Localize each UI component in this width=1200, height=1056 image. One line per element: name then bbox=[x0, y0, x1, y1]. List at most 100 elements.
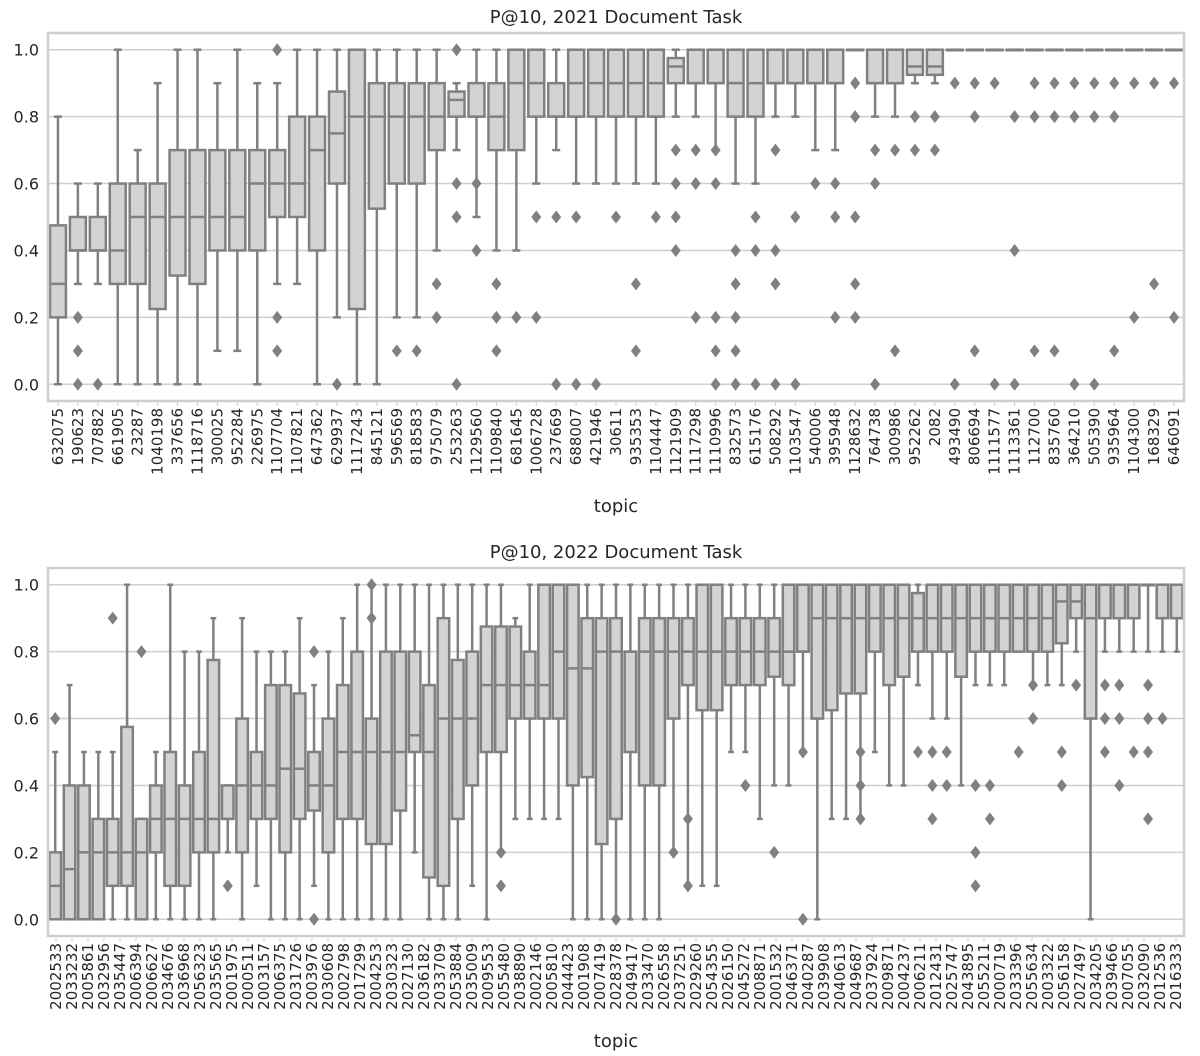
outlier-point bbox=[929, 143, 940, 157]
box-1107704 bbox=[267, 43, 287, 358]
outlier-point bbox=[1114, 778, 1125, 792]
outlier-point bbox=[471, 243, 482, 257]
box-iqr bbox=[467, 81, 486, 118]
box-1006728 bbox=[527, 48, 546, 324]
outlier-point bbox=[770, 243, 781, 257]
box-935353 bbox=[626, 48, 646, 358]
y-tick-label: 0.0 bbox=[14, 375, 39, 394]
outlier-point bbox=[1143, 745, 1154, 759]
outlier-point bbox=[929, 110, 940, 124]
x-tick-label: 2027130 bbox=[399, 943, 417, 1010]
box-226975 bbox=[248, 81, 267, 386]
box-2035565 bbox=[191, 650, 206, 921]
outlier-point bbox=[531, 310, 542, 324]
outlier-point bbox=[495, 845, 506, 859]
box-iqr bbox=[1083, 583, 1098, 720]
x-tick-label: 2035565 bbox=[207, 943, 225, 1010]
outlier-point bbox=[730, 310, 741, 324]
outlier-point bbox=[870, 143, 881, 157]
box-237669 bbox=[546, 48, 566, 391]
box-2055480 bbox=[450, 583, 465, 921]
box-2004237 bbox=[810, 583, 825, 921]
outlier-point bbox=[1129, 310, 1140, 324]
y-tick-label: 0.0 bbox=[14, 910, 39, 929]
x-tick-label: 806694 bbox=[966, 408, 984, 465]
x-tick-label: 112700 bbox=[1026, 408, 1044, 465]
x-tick-label: 2032090 bbox=[1135, 943, 1153, 1010]
outlier-point bbox=[1049, 110, 1060, 124]
x-tick-label: 23287 bbox=[129, 408, 147, 456]
box-iqr bbox=[594, 616, 609, 846]
x-tick-label: 2054355 bbox=[703, 943, 721, 1010]
outlier-point bbox=[682, 879, 693, 893]
outlier-point bbox=[551, 377, 562, 391]
box-2044423 bbox=[508, 616, 523, 821]
outlier-point bbox=[912, 745, 923, 759]
box-2008871 bbox=[680, 583, 695, 893]
box-iqr bbox=[128, 182, 147, 286]
box-1121909 bbox=[666, 48, 686, 257]
outlier-point bbox=[491, 310, 502, 324]
x-tick-label: 952284 bbox=[228, 408, 246, 465]
box-2000719 bbox=[896, 583, 911, 787]
box-2037924 bbox=[781, 583, 796, 787]
box-2049417 bbox=[565, 583, 580, 921]
outlier-point bbox=[670, 177, 681, 191]
outlier-point bbox=[770, 277, 781, 291]
outlier-point bbox=[710, 310, 721, 324]
box-2033232 bbox=[62, 683, 77, 921]
box-2037251 bbox=[608, 583, 624, 926]
x-tick-label: 364210 bbox=[1065, 408, 1083, 465]
box-2001532 bbox=[695, 583, 710, 888]
outlier-point bbox=[927, 812, 938, 826]
outlier-point bbox=[1056, 745, 1067, 759]
box-2001908 bbox=[522, 583, 537, 821]
box-952284 bbox=[228, 48, 247, 353]
x-tick-label: 2007419 bbox=[591, 943, 609, 1010]
x-tick-label: 2044423 bbox=[559, 943, 577, 1010]
box-2030323 bbox=[350, 583, 365, 921]
box-168329 bbox=[1144, 48, 1164, 291]
box-2016333 bbox=[1054, 583, 1069, 792]
box-iqr bbox=[407, 81, 426, 185]
outlier-point bbox=[411, 344, 422, 358]
box-iqr bbox=[287, 115, 307, 219]
box-iqr bbox=[565, 583, 580, 787]
box-iqr bbox=[347, 48, 367, 311]
outlier-point bbox=[989, 377, 1000, 391]
box-364210 bbox=[1065, 48, 1084, 391]
box-iqr bbox=[1126, 583, 1141, 620]
box-iqr bbox=[882, 583, 897, 687]
x-tick-label: 2012431 bbox=[927, 943, 945, 1010]
outlier-point bbox=[1099, 712, 1110, 726]
box-508292 bbox=[766, 48, 785, 391]
outlier-point bbox=[690, 310, 701, 324]
outlier-point bbox=[830, 310, 841, 324]
box-615176 bbox=[746, 48, 765, 391]
x-tick-label: 168329 bbox=[1145, 408, 1163, 465]
box-iqr bbox=[666, 616, 681, 720]
box-2082 bbox=[925, 48, 945, 157]
box-iqr bbox=[781, 583, 796, 687]
outlier-point bbox=[366, 611, 377, 625]
outlier-point bbox=[670, 243, 681, 257]
x-tick-label: 2002798 bbox=[335, 943, 353, 1010]
chart-panel-1: 0.0 0.2 0.4 0.6 0.8 1.0 P@10, 2021 Document Ta… bbox=[14, 7, 1186, 517]
box-596569 bbox=[387, 48, 406, 358]
box-iqr bbox=[954, 583, 969, 678]
outlier-point bbox=[72, 310, 83, 324]
box-iqr bbox=[208, 148, 227, 252]
box-681645 bbox=[507, 48, 526, 324]
x-tick-label: 493490 bbox=[946, 408, 964, 465]
x-tick-label: 190623 bbox=[69, 408, 87, 465]
x-tick-label: 2037251 bbox=[671, 943, 689, 1010]
outlier-point bbox=[668, 845, 679, 859]
outlier-point bbox=[72, 344, 83, 358]
x-tick-label: 952262 bbox=[906, 408, 924, 465]
y-tick-label: 1.0 bbox=[14, 576, 39, 595]
x-tick-label: 2045272 bbox=[735, 943, 753, 1010]
x-tick-label: 688007 bbox=[567, 408, 585, 465]
x-tick-label: 1109840 bbox=[487, 408, 505, 475]
box-646091 bbox=[1164, 48, 1184, 324]
outlier-point bbox=[797, 745, 808, 759]
